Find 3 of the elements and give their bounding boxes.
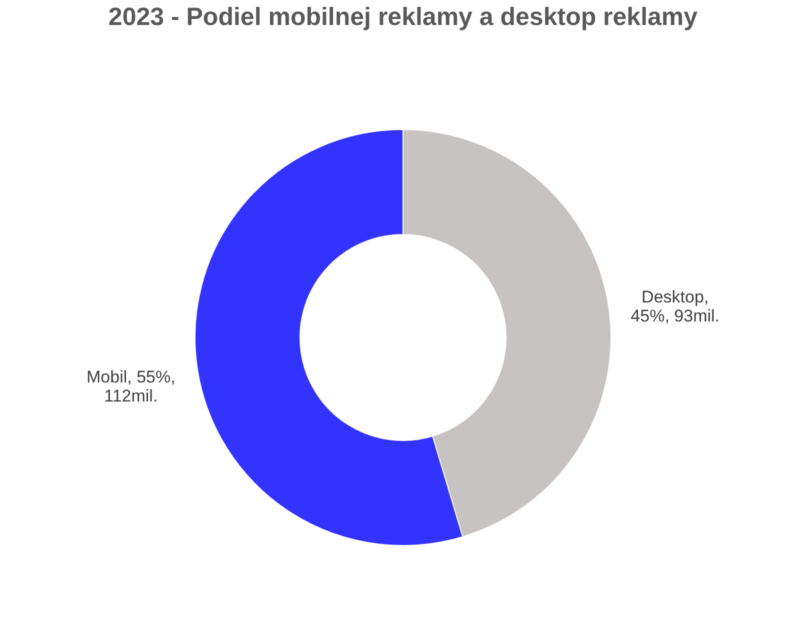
slice-label: Desktop, 45%, 93mil.: [630, 288, 720, 326]
chart-title: 2023 - Podiel mobilnej reklamy a desktop reklamy: [108, 3, 698, 31]
slice-label: Mobil, 55%, 112mil.: [86, 367, 176, 406]
